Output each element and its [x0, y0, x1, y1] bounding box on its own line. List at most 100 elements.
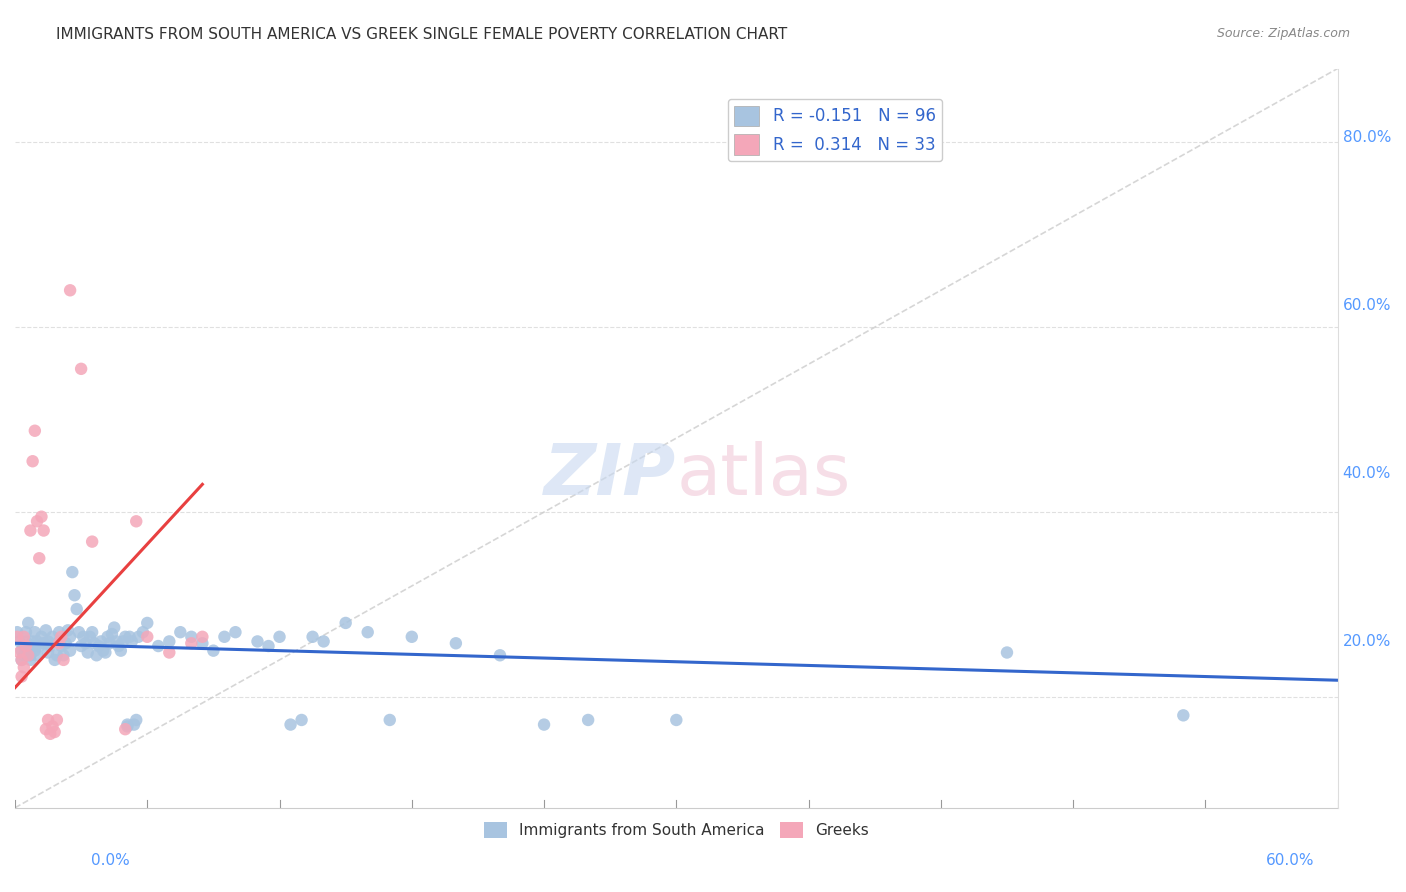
- Point: [357, 625, 380, 640]
- Point: [44, 653, 66, 667]
- Point: [17, 615, 39, 630]
- Point: [48, 636, 70, 650]
- Point: [94, 646, 117, 660]
- Point: [10, 669, 32, 683]
- Point: [32, 524, 55, 538]
- Point: [70, 361, 93, 376]
- Point: [39, 727, 62, 741]
- Point: [72, 630, 94, 644]
- Point: [91, 643, 114, 657]
- Point: [66, 602, 89, 616]
- Point: [37, 646, 59, 660]
- Point: [180, 630, 202, 644]
- Point: [51, 639, 73, 653]
- Point: [1173, 708, 1195, 723]
- Point: [301, 630, 323, 644]
- Point: [10, 653, 32, 667]
- Point: [136, 630, 159, 644]
- Point: [665, 713, 688, 727]
- Point: [191, 636, 214, 650]
- Point: [132, 625, 155, 640]
- Point: [169, 625, 191, 640]
- Point: [8, 634, 31, 648]
- Point: [86, 648, 108, 663]
- Point: [44, 725, 66, 739]
- Point: [52, 653, 75, 667]
- Point: [378, 713, 401, 727]
- Point: [67, 625, 90, 640]
- Point: [257, 639, 280, 653]
- Point: [24, 643, 46, 657]
- Text: Source: ZipAtlas.com: Source: ZipAtlas.com: [1216, 27, 1350, 40]
- Point: [17, 643, 39, 657]
- Point: [87, 639, 110, 653]
- Point: [51, 630, 73, 644]
- Point: [148, 639, 170, 653]
- Point: [28, 551, 51, 566]
- Point: [35, 722, 58, 736]
- Point: [103, 621, 125, 635]
- Point: [24, 424, 46, 438]
- Point: [6, 630, 28, 644]
- Point: [21, 634, 44, 648]
- Point: [25, 514, 48, 528]
- Point: [290, 713, 312, 727]
- Point: [90, 634, 112, 648]
- Point: [312, 634, 335, 648]
- Point: [79, 630, 101, 644]
- Point: [83, 636, 105, 650]
- Text: 0.0%: 0.0%: [91, 854, 131, 868]
- Point: [15, 634, 38, 648]
- Point: [41, 630, 63, 644]
- Point: [6, 625, 28, 640]
- Point: [114, 630, 136, 644]
- Point: [125, 713, 148, 727]
- Point: [191, 630, 214, 644]
- Point: [24, 625, 46, 640]
- Point: [82, 534, 104, 549]
- Point: [335, 615, 357, 630]
- Point: [136, 615, 159, 630]
- Point: [202, 643, 225, 657]
- Point: [110, 643, 132, 657]
- Point: [13, 660, 35, 674]
- Text: 60.0%: 60.0%: [1267, 854, 1315, 868]
- Point: [76, 646, 98, 660]
- Point: [59, 643, 82, 657]
- Point: [82, 625, 104, 640]
- Point: [17, 648, 39, 663]
- Point: [180, 636, 202, 650]
- Point: [20, 648, 42, 663]
- Point: [118, 630, 141, 644]
- Point: [41, 719, 63, 733]
- Point: [576, 713, 599, 727]
- Point: [280, 717, 302, 731]
- Point: [157, 634, 180, 648]
- Point: [28, 639, 51, 653]
- Point: [35, 624, 58, 638]
- Point: [117, 717, 139, 731]
- Point: [97, 630, 120, 644]
- Point: [214, 630, 236, 644]
- Point: [30, 630, 52, 644]
- Point: [32, 636, 55, 650]
- Point: [105, 634, 128, 648]
- Point: [45, 713, 67, 727]
- Point: [45, 648, 67, 663]
- Point: [48, 634, 70, 648]
- Point: [70, 639, 93, 653]
- Point: [75, 636, 97, 650]
- Point: [56, 624, 79, 638]
- Text: ZIP: ZIP: [544, 441, 676, 509]
- Point: [401, 630, 423, 644]
- Point: [125, 514, 148, 528]
- Point: [21, 454, 44, 468]
- Point: [52, 648, 75, 663]
- Point: [121, 634, 143, 648]
- Point: [13, 648, 35, 663]
- Legend: Immigrants from South America, Greeks: Immigrants from South America, Greeks: [478, 816, 875, 845]
- Point: [10, 653, 32, 667]
- Point: [8, 646, 31, 660]
- Point: [10, 643, 32, 657]
- Point: [98, 636, 121, 650]
